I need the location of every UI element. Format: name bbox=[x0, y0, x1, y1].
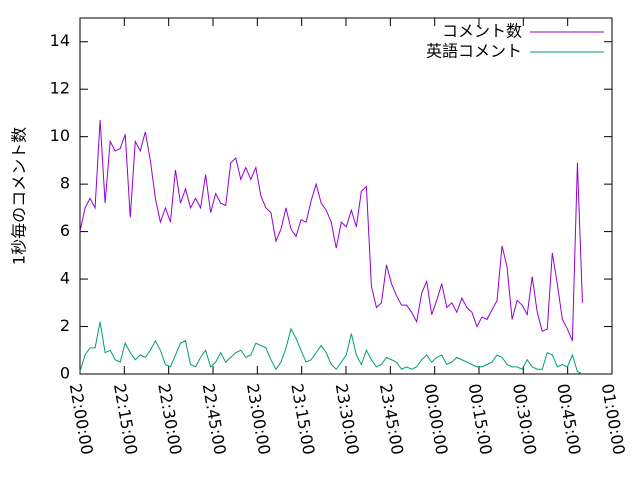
y-tick-label: 2 bbox=[60, 316, 70, 335]
x-tick-label: 00:15:00 bbox=[465, 382, 496, 456]
x-tick-label: 23:45:00 bbox=[376, 382, 407, 456]
x-tick-label: 00:00:00 bbox=[420, 382, 451, 456]
x-tick-label: 22:45:00 bbox=[199, 382, 230, 456]
x-tick-label: 23:30:00 bbox=[332, 382, 363, 456]
y-tick-label: 10 bbox=[50, 126, 70, 145]
y-axis-label: 1秒毎のコメント数 bbox=[10, 127, 29, 265]
y-tick-label: 6 bbox=[60, 221, 70, 240]
line-series bbox=[79, 120, 583, 341]
y-tick-label: 4 bbox=[60, 269, 70, 288]
y-tick-label: 0 bbox=[60, 364, 70, 383]
x-tick-label: 22:15:00 bbox=[110, 382, 141, 456]
x-tick-label: 01:00:00 bbox=[598, 382, 629, 456]
legend-label: 英語コメント bbox=[426, 42, 522, 61]
y-tick-label: 14 bbox=[50, 31, 70, 50]
x-tick-label: 23:00:00 bbox=[243, 382, 274, 456]
plot-border bbox=[79, 17, 613, 375]
x-tick-label: 00:30:00 bbox=[509, 382, 540, 456]
x-tick-label: 22:30:00 bbox=[154, 382, 185, 456]
line-series bbox=[79, 321, 583, 375]
x-tick-label: 00:45:00 bbox=[553, 382, 584, 456]
y-tick-label: 8 bbox=[60, 174, 70, 193]
x-tick-label: 23:15:00 bbox=[287, 382, 318, 456]
x-tick-label: 22:00:00 bbox=[66, 382, 97, 456]
y-tick-label: 12 bbox=[50, 79, 70, 98]
legend-label: コメント数 bbox=[442, 22, 522, 41]
